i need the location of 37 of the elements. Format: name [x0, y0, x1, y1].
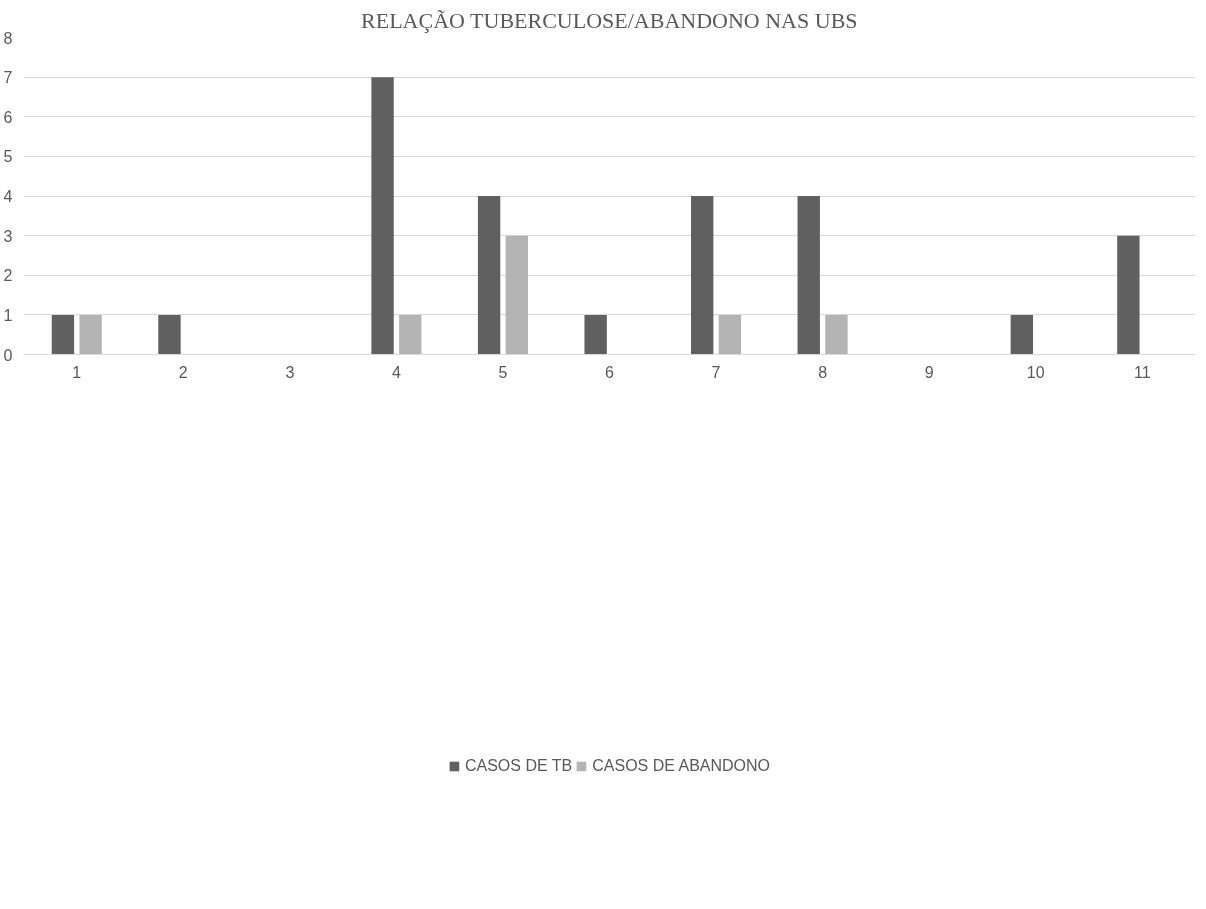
bar: [158, 314, 181, 355]
y-tick-label: 1: [3, 306, 13, 324]
bar: [718, 314, 742, 355]
bar: [797, 196, 820, 355]
x-tick-label: 11: [1133, 363, 1151, 381]
chart-title: RELAÇÃO TUBERCULOSE/ABANDONO NAS UBS: [361, 7, 858, 33]
y-tick-label: 2: [3, 267, 13, 285]
y-tick-label: 7: [3, 69, 13, 87]
bar: [51, 314, 75, 355]
bar: [584, 314, 607, 355]
y-tick-label: 4: [3, 188, 13, 205]
bar: [399, 314, 422, 355]
bar: [505, 235, 528, 355]
x-tick-label: 7: [711, 363, 721, 381]
x-tick-label: 6: [605, 363, 615, 381]
bar: [691, 196, 714, 355]
x-tick-label: 2: [178, 363, 188, 381]
bar: [371, 77, 394, 355]
y-tick-label: 8: [3, 29, 13, 47]
y-tick-label: 6: [3, 108, 13, 126]
bar: [79, 314, 102, 355]
x-tick-label: 9: [924, 363, 934, 381]
y-tick-label: 3: [3, 227, 13, 245]
x-tick-label: 1: [72, 363, 82, 381]
bar: [1010, 314, 1034, 355]
y-tick-label: 5: [3, 148, 13, 166]
bar: [1117, 235, 1140, 355]
legend-label: CASOS DE ABANDONO: [592, 756, 771, 775]
legend-label: CASOS DE TB: [464, 756, 573, 775]
bar: [825, 314, 848, 355]
x-tick-label: 10: [1026, 363, 1045, 381]
bar: [477, 196, 501, 355]
x-tick-label: 3: [285, 363, 295, 381]
x-tick-label: 8: [818, 363, 828, 381]
x-tick-label: 5: [498, 363, 508, 381]
x-tick-label: 4: [391, 363, 401, 381]
y-tick-label: 0: [3, 346, 13, 364]
